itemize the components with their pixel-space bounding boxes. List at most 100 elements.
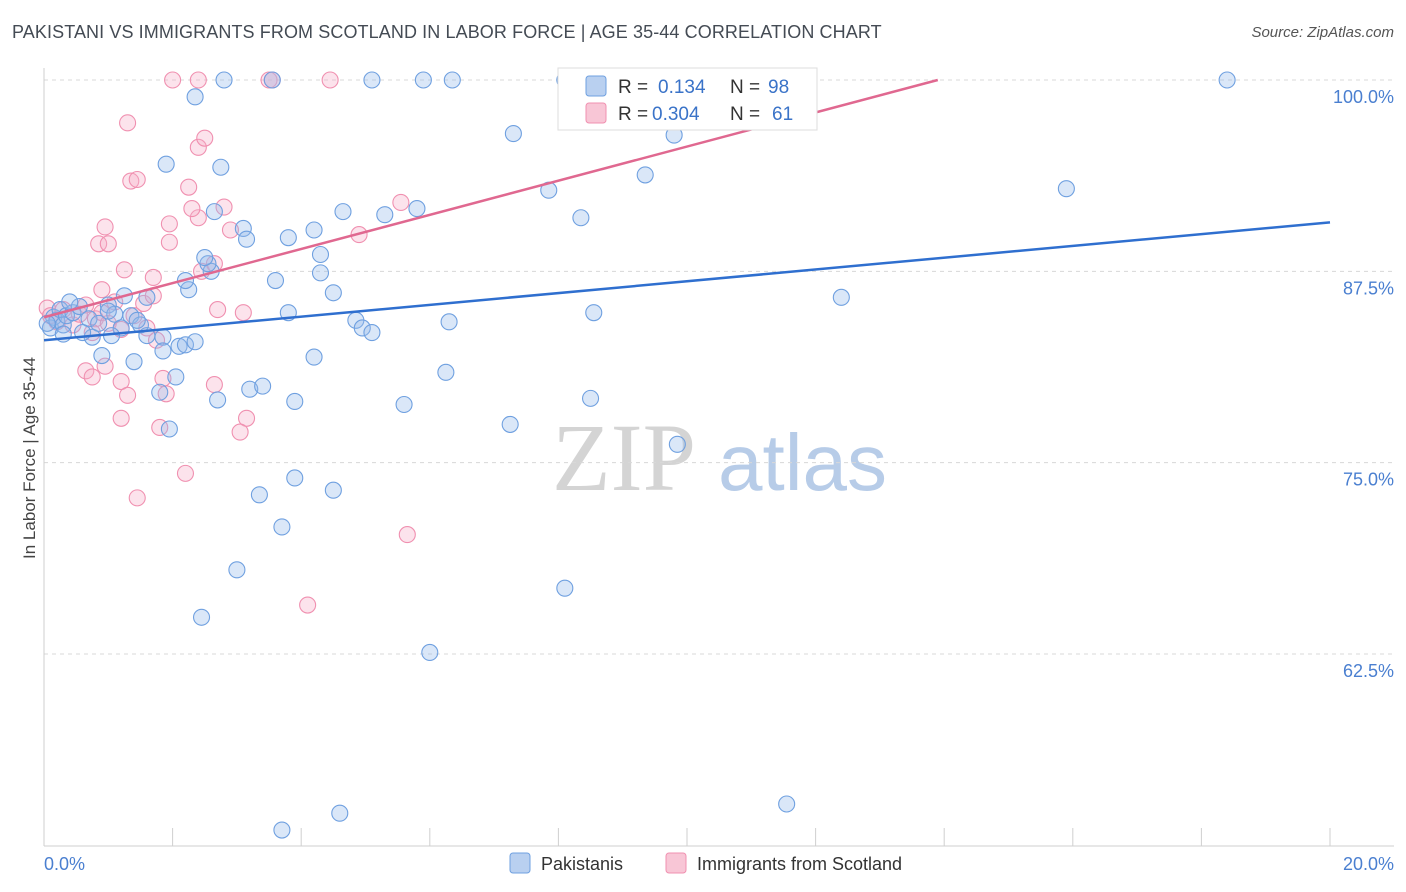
pakistanis-point bbox=[286, 469, 304, 487]
scotland-point bbox=[128, 489, 146, 507]
scotland-point bbox=[180, 178, 198, 196]
pakistanis-point bbox=[228, 561, 246, 579]
pakistanis-point bbox=[154, 342, 172, 360]
pakistanis-point bbox=[266, 271, 285, 290]
pakistanis-point bbox=[241, 380, 259, 398]
scotland-point bbox=[77, 362, 95, 380]
scotland-point bbox=[157, 385, 175, 403]
series-legend: Pakistanis Immigrants from Scotland bbox=[509, 852, 902, 874]
pakistanis-point bbox=[186, 333, 204, 351]
scotland-point bbox=[112, 372, 130, 391]
scotland-point bbox=[119, 386, 137, 404]
scotland-point bbox=[234, 304, 252, 322]
pakistanis-point bbox=[504, 125, 522, 143]
scotland-point bbox=[99, 235, 117, 253]
bottom-legend-label-scotland: Immigrants from Scotland bbox=[697, 854, 902, 874]
pakistanis-point bbox=[363, 324, 381, 342]
pakistanis-point bbox=[160, 420, 178, 438]
pakistanis-point bbox=[38, 314, 56, 332]
legend-swatch-scotland bbox=[585, 102, 607, 124]
scotland-point bbox=[122, 172, 140, 190]
scotland-point bbox=[96, 357, 114, 375]
legend-r-label-scotland: R = bbox=[618, 104, 648, 125]
bottom-legend-swatch-pakistanis bbox=[509, 852, 531, 874]
pakistanis-point bbox=[212, 158, 230, 176]
pakistanis-point bbox=[90, 314, 108, 332]
series-scotland-points bbox=[38, 71, 809, 614]
y-tick-label: 87.5% bbox=[1343, 278, 1394, 298]
legend-r-value-pakistanis: 0.134 bbox=[658, 77, 706, 98]
pakistanis-point bbox=[408, 200, 426, 218]
scotland-point bbox=[115, 261, 133, 279]
pakistanis-point bbox=[93, 346, 111, 365]
scotland-point bbox=[160, 215, 178, 233]
pakistanis-point bbox=[215, 71, 233, 89]
chart-title: PAKISTANI VS IMMIGRANTS FROM SCOTLAND IN… bbox=[12, 22, 882, 42]
scotland-point bbox=[176, 464, 195, 482]
pakistanis-point bbox=[80, 310, 98, 328]
legend-r-value-scotland: 0.304 bbox=[652, 104, 700, 125]
pakistanis-point bbox=[440, 313, 458, 331]
pakistanis-point bbox=[196, 249, 214, 267]
grid-lines bbox=[44, 79, 1394, 655]
pakistanis-point bbox=[180, 281, 198, 299]
scotland-point bbox=[321, 71, 339, 89]
pakistanis-point bbox=[131, 316, 149, 334]
watermark-atlas: atlas bbox=[718, 418, 887, 507]
scotland-point bbox=[237, 409, 256, 427]
pakistanis-point bbox=[151, 383, 169, 401]
bottom-legend-label-pakistanis: Pakistanis bbox=[541, 854, 623, 874]
pakistanis-point bbox=[125, 353, 143, 371]
legend-n-label-pakistanis: N = bbox=[730, 77, 760, 98]
pakistanis-point bbox=[273, 518, 291, 536]
pakistanis-point bbox=[176, 336, 195, 354]
pakistanis-point bbox=[556, 579, 574, 597]
pakistanis-point bbox=[363, 71, 381, 89]
pakistanis-point bbox=[286, 392, 304, 410]
source-label: Source: ZipAtlas.com bbox=[1251, 24, 1394, 41]
scotland-point bbox=[209, 301, 227, 319]
x-ticks bbox=[172, 828, 1331, 846]
pakistanis-point bbox=[443, 71, 461, 89]
watermark-zip: ZIP bbox=[552, 404, 696, 511]
scotland-point bbox=[215, 198, 233, 216]
pakistanis-point bbox=[157, 155, 175, 173]
pakistanis-point bbox=[250, 486, 268, 504]
legend-n-value-scotland: 61 bbox=[772, 104, 793, 125]
pakistanis-point bbox=[99, 302, 117, 320]
scotland-point bbox=[112, 409, 130, 427]
pakistanis-point bbox=[167, 368, 185, 386]
pakistanis-trend-line bbox=[43, 221, 1331, 342]
pakistanis-point bbox=[501, 415, 519, 433]
pakistanis-point bbox=[334, 203, 352, 221]
pakistanis-point bbox=[263, 71, 281, 89]
series-pakistanis-points bbox=[38, 71, 1236, 839]
pakistanis-point bbox=[305, 348, 323, 366]
pakistanis-point bbox=[305, 221, 323, 239]
pakistanis-point bbox=[832, 288, 850, 306]
pakistanis-point bbox=[572, 209, 590, 227]
scotland-point bbox=[128, 170, 146, 189]
scotland-point bbox=[183, 200, 201, 218]
pakistanis-point bbox=[636, 166, 654, 184]
scotland-point bbox=[392, 193, 410, 212]
scotland-point bbox=[398, 526, 416, 544]
y-tick-label: 62.5% bbox=[1343, 661, 1394, 681]
pakistanis-point bbox=[1218, 71, 1236, 89]
x-tick-label-max: 20.0% bbox=[1343, 854, 1394, 874]
scotland-point bbox=[189, 138, 207, 156]
pakistanis-point bbox=[128, 311, 146, 329]
pakistanis-point bbox=[237, 230, 256, 248]
stats-legend: R = 0.134 N = 98 R = 0.304 N = 61 bbox=[557, 67, 818, 131]
scotland-point bbox=[86, 310, 104, 328]
scotland-point bbox=[119, 114, 137, 132]
pakistanis-point bbox=[311, 264, 330, 282]
pakistanis-point bbox=[311, 245, 330, 264]
pakistanis-point bbox=[581, 389, 600, 407]
pakistanis-point bbox=[192, 608, 211, 626]
scotland-point bbox=[205, 376, 223, 394]
scotland-point bbox=[221, 221, 240, 239]
pakistanis-point bbox=[376, 206, 394, 224]
pakistanis-point bbox=[234, 219, 252, 238]
